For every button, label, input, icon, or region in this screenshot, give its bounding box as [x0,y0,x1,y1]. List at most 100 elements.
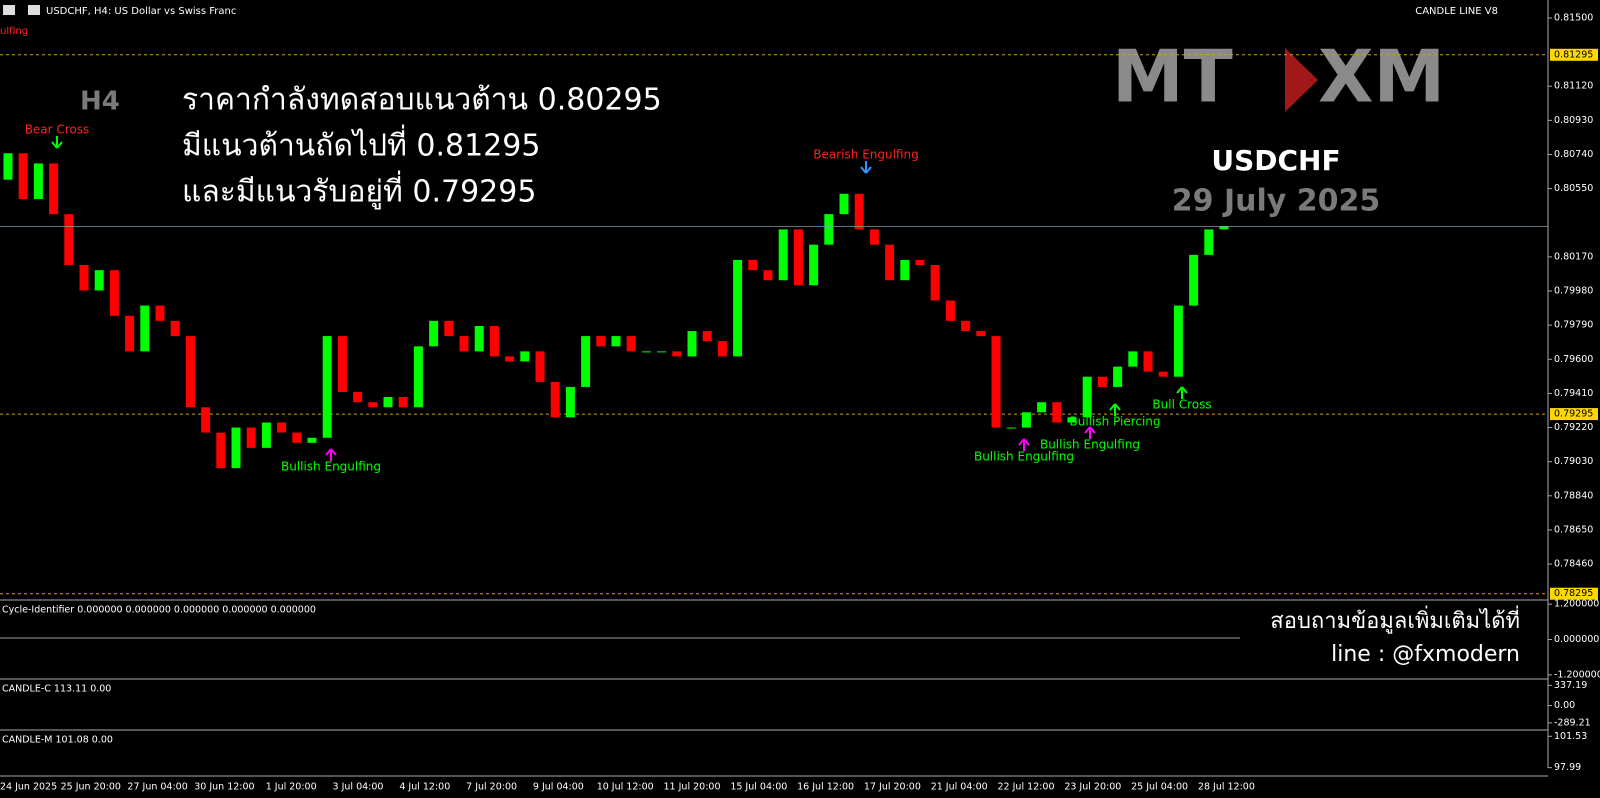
timeframe: H4 [80,87,120,117]
x-tick-label: 3 Jul 04:00 [333,782,384,793]
x-tick-label: 25 Jul 04:00 [1131,782,1188,793]
candle-body [961,320,971,332]
y-tick-label: 0.79600 [1554,354,1593,365]
y-tick-label: -1.200000 [1554,669,1600,680]
logo-mark [1285,48,1318,112]
indicator-name: CANDLE LINE V8 [1415,6,1498,17]
candle-body [94,270,104,291]
y-tick-label: 0.79220 [1554,422,1593,433]
y-tick-label: 0.78460 [1554,559,1593,570]
corner-text: ulfing [0,26,28,37]
candle-body [368,402,378,408]
headline-line: และมีแนวรับอยู่ที่ 0.79295 [182,171,536,210]
candle-body [231,427,241,469]
candle-body [1204,229,1214,255]
candle-body [292,432,302,443]
candle-body [1219,226,1229,230]
candle-body [505,356,515,362]
y-tick-label: 0.79030 [1554,456,1593,467]
candle-body [915,259,925,265]
candle-body [611,336,621,347]
candle-body [1052,402,1062,423]
candle-body [763,270,773,281]
x-tick-label: 16 Jul 12:00 [797,782,854,793]
x-tick-label: 1 Jul 20:00 [266,782,317,793]
y-tick-label: -289.21 [1554,717,1591,728]
pattern-label: Bullish Engulfing [281,460,381,474]
candle-body [869,229,879,245]
candle-body [1082,376,1092,418]
logo: MT [1112,35,1233,119]
candle-body [33,163,43,200]
candle-body [809,244,819,286]
pattern-label: Bullish Engulfing [974,450,1074,464]
candle-body [1067,417,1077,423]
candle-body [64,214,74,265]
pattern-arrow [325,448,337,461]
candle-body [277,422,287,433]
symbol: USDCHF [1211,144,1340,177]
pattern-label: Bearish Engulfing [813,148,918,162]
level-label: 0.79295 [1554,409,1593,420]
level-label: 0.78295 [1554,588,1593,599]
candle-body [216,432,226,469]
level-tag [1550,408,1598,421]
logo: XM [1318,35,1445,119]
candle-body [550,381,560,418]
candle-body [641,351,651,353]
y-tick-label: 97.99 [1554,762,1581,773]
candle-body [733,259,743,357]
candle-body [930,264,940,301]
y-tick-label: 0.81500 [1554,12,1593,23]
candle-body [657,351,667,353]
candle-body [109,270,119,316]
candle-body [459,336,469,352]
x-tick-label: 22 Jul 12:00 [998,782,1055,793]
y-tick-label: 0.81120 [1554,81,1593,92]
candle-body [520,351,530,362]
candle-body [824,214,834,245]
candle-body [337,336,347,392]
pattern-arrow [51,136,63,149]
pattern-arrow [1109,403,1121,416]
candle-body [18,153,28,200]
pattern-arrow [1018,438,1030,451]
candle-body [687,331,697,357]
pattern-label: Bear Cross [25,123,90,137]
x-tick-label: 4 Jul 12:00 [399,782,450,793]
candle-body [307,437,317,443]
headline-line: มีแนวต้านถัดไปที่ 0.81295 [182,125,540,164]
candle-body [444,320,454,337]
panel-title: CANDLE-C 113.11 0.00 [2,684,111,695]
candle-body [976,331,986,337]
candle-body [261,422,271,448]
pattern-arrow [860,161,872,174]
x-tick-label: 9 Jul 04:00 [533,782,584,793]
candle-body [991,336,1001,428]
candle-body [246,427,256,448]
x-tick-label: 17 Jul 20:00 [864,782,921,793]
level-tag [1550,48,1598,61]
candle-body [535,351,545,382]
x-tick-label: 23 Jul 20:00 [1064,782,1121,793]
candle-body [1006,427,1016,429]
candle-body [353,391,363,403]
candle-body [201,407,211,433]
candle-body [1097,376,1107,387]
icon [3,5,15,15]
y-tick-label: 0.80170 [1554,251,1593,262]
candle-body [1173,305,1183,377]
candle-body [581,336,591,387]
candle-body [900,259,910,281]
x-tick-label: 10 Jul 12:00 [597,782,654,793]
candle-body [3,153,13,180]
candle-body [1128,351,1138,367]
x-tick-label: 7 Jul 20:00 [466,782,517,793]
candle-body [885,244,895,281]
y-tick-label: 0.78840 [1554,490,1593,501]
y-tick-label: 0.79410 [1554,388,1593,399]
candle-body [79,264,89,291]
x-tick-label: 25 Jun 20:00 [61,782,121,793]
y-tick-label: 0.80550 [1554,183,1593,194]
